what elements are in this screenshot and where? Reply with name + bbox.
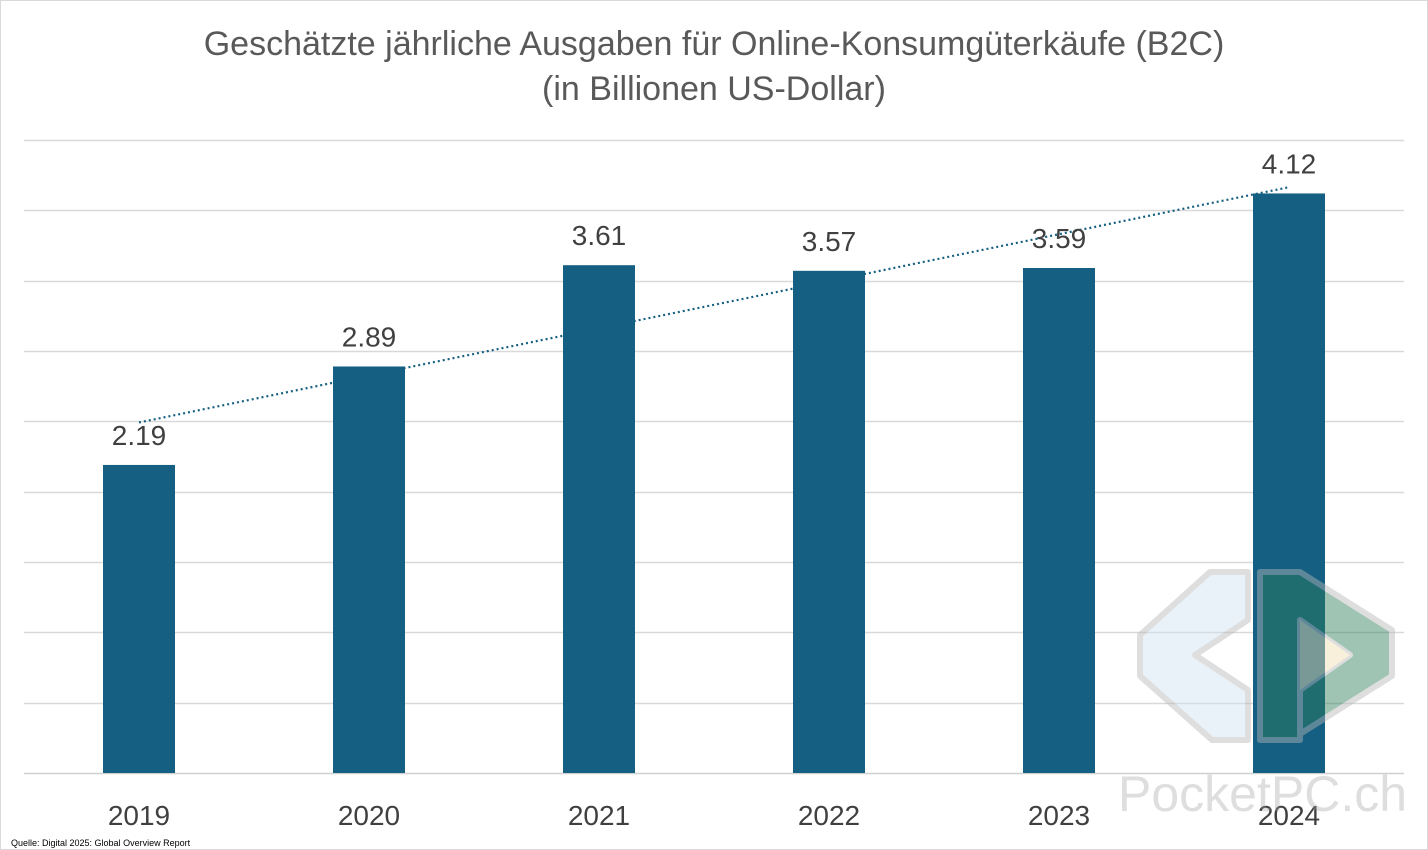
bar-2022 <box>793 270 865 773</box>
data-label-2023: 3.59 <box>1032 223 1087 254</box>
chart-title: Geschätzte jährliche Ausgaben für Online… <box>0 22 1428 112</box>
x-tick-2020: 2020 <box>338 800 400 831</box>
watermark-text: PocketPC.ch <box>1118 766 1408 822</box>
data-label-2019: 2.19 <box>112 420 167 451</box>
x-tick-2021: 2021 <box>568 800 630 831</box>
data-label-2024: 4.12 <box>1262 148 1317 179</box>
watermark-logo <box>1137 569 1395 743</box>
bar-2024 <box>1253 193 1325 773</box>
data-labels: 2.19 2.89 3.61 3.57 3.59 4.12 <box>112 148 1317 450</box>
source-note: Quelle: Digital 2025: Global Overview Re… <box>11 838 191 848</box>
trendline-group <box>138 186 1290 424</box>
bar-2019 <box>103 464 175 773</box>
x-tick-2019: 2019 <box>108 800 170 831</box>
trendline <box>138 186 1290 424</box>
x-tick-2024: 2024 <box>1258 800 1320 831</box>
x-tick-2023: 2023 <box>1028 800 1090 831</box>
bars <box>103 193 1325 773</box>
x-tick-2022: 2022 <box>798 800 860 831</box>
chart-title-line-2: (in Billionen US-Dollar) <box>542 70 886 108</box>
gridlines <box>24 139 1404 775</box>
data-label-2021: 3.61 <box>572 220 627 251</box>
data-label-2020: 2.89 <box>342 321 397 352</box>
bar-2021 <box>563 265 635 773</box>
data-label-2022: 3.57 <box>802 226 857 257</box>
x-axis-tick-labels: 2019 2020 2021 2022 2023 2024 <box>108 800 1320 831</box>
bar-2023 <box>1023 268 1095 773</box>
bar-2020 <box>333 366 405 773</box>
chart-title-line-1: Geschätzte jährliche Ausgaben für Online… <box>203 25 1225 63</box>
